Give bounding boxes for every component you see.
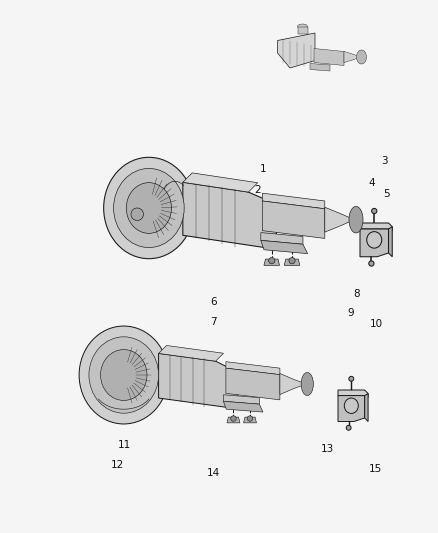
Ellipse shape bbox=[357, 50, 367, 64]
Polygon shape bbox=[159, 353, 238, 409]
Circle shape bbox=[349, 376, 354, 381]
Text: 13: 13 bbox=[321, 444, 334, 454]
Polygon shape bbox=[261, 232, 303, 244]
Text: 12: 12 bbox=[111, 460, 124, 470]
Ellipse shape bbox=[349, 206, 363, 233]
Text: 9: 9 bbox=[347, 308, 354, 318]
Polygon shape bbox=[338, 395, 364, 422]
Polygon shape bbox=[262, 201, 325, 238]
Ellipse shape bbox=[344, 398, 358, 414]
Circle shape bbox=[369, 261, 374, 266]
Polygon shape bbox=[183, 182, 276, 249]
Polygon shape bbox=[297, 27, 307, 34]
Polygon shape bbox=[280, 374, 301, 394]
Circle shape bbox=[231, 416, 236, 421]
Polygon shape bbox=[314, 49, 344, 66]
Ellipse shape bbox=[126, 183, 172, 233]
Circle shape bbox=[346, 425, 351, 430]
Ellipse shape bbox=[301, 373, 313, 395]
Polygon shape bbox=[226, 362, 280, 375]
Text: 3: 3 bbox=[381, 156, 388, 166]
Text: 4: 4 bbox=[368, 178, 375, 188]
Ellipse shape bbox=[104, 157, 194, 259]
Text: 6: 6 bbox=[210, 297, 217, 307]
Polygon shape bbox=[344, 51, 358, 62]
Polygon shape bbox=[325, 207, 350, 232]
Text: 10: 10 bbox=[370, 319, 383, 328]
Polygon shape bbox=[278, 33, 315, 68]
Polygon shape bbox=[264, 259, 279, 265]
Text: 14: 14 bbox=[207, 469, 220, 478]
Polygon shape bbox=[360, 229, 389, 257]
Ellipse shape bbox=[353, 215, 358, 224]
Polygon shape bbox=[227, 417, 240, 423]
Ellipse shape bbox=[297, 24, 307, 29]
Text: 1: 1 bbox=[259, 164, 266, 174]
Ellipse shape bbox=[79, 326, 168, 424]
Polygon shape bbox=[223, 395, 259, 404]
Polygon shape bbox=[310, 63, 330, 71]
Ellipse shape bbox=[303, 376, 311, 391]
Polygon shape bbox=[360, 223, 392, 230]
Polygon shape bbox=[262, 193, 325, 209]
Polygon shape bbox=[261, 240, 307, 254]
Polygon shape bbox=[284, 259, 300, 265]
Text: 7: 7 bbox=[210, 318, 217, 327]
Ellipse shape bbox=[89, 337, 159, 413]
Ellipse shape bbox=[113, 168, 184, 247]
Ellipse shape bbox=[305, 380, 309, 388]
Ellipse shape bbox=[101, 350, 147, 400]
Polygon shape bbox=[364, 393, 368, 422]
Polygon shape bbox=[244, 417, 257, 423]
Circle shape bbox=[289, 257, 295, 264]
Polygon shape bbox=[226, 368, 280, 400]
Text: 5: 5 bbox=[383, 189, 390, 199]
Text: 11: 11 bbox=[117, 440, 131, 450]
Polygon shape bbox=[183, 173, 258, 192]
Polygon shape bbox=[223, 401, 263, 412]
Circle shape bbox=[247, 416, 253, 421]
Text: 15: 15 bbox=[369, 464, 382, 474]
Text: 2: 2 bbox=[254, 185, 261, 195]
Ellipse shape bbox=[351, 211, 360, 228]
Circle shape bbox=[131, 208, 143, 221]
Polygon shape bbox=[338, 390, 368, 397]
Ellipse shape bbox=[367, 232, 382, 248]
Text: 8: 8 bbox=[353, 289, 360, 299]
Polygon shape bbox=[389, 227, 392, 257]
Circle shape bbox=[268, 257, 275, 264]
Polygon shape bbox=[159, 345, 223, 361]
Circle shape bbox=[371, 208, 377, 214]
